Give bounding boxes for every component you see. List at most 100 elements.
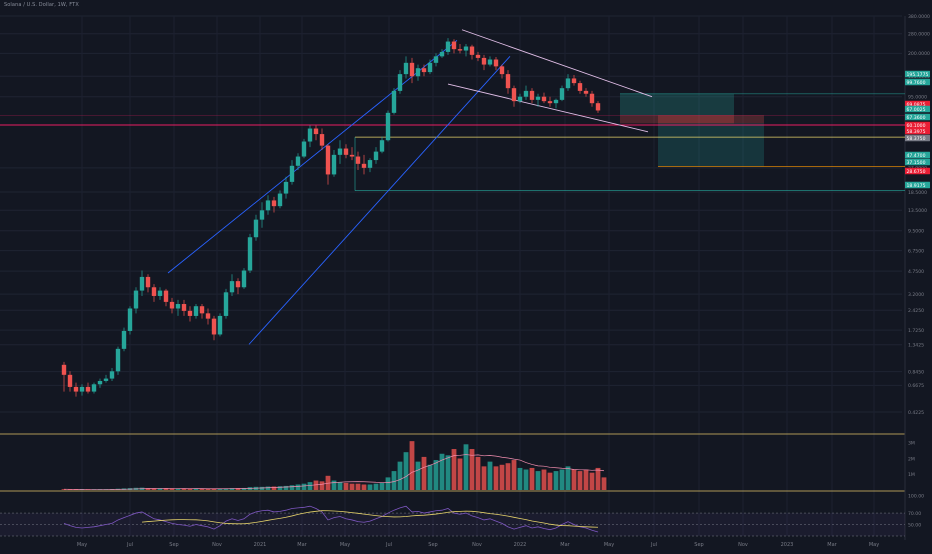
candle-body xyxy=(62,365,66,375)
candle-body xyxy=(428,63,432,72)
volume-bar xyxy=(182,489,187,490)
candle-body xyxy=(518,97,522,101)
candle-body xyxy=(308,129,312,142)
volume-bar xyxy=(512,460,517,490)
candle-body xyxy=(260,210,264,219)
candle-body xyxy=(374,152,378,160)
candle-body xyxy=(98,381,102,384)
price-axis-label: 280.0000 xyxy=(908,32,930,38)
rsi-axis-label: 70.00 xyxy=(908,511,921,517)
candle-body xyxy=(188,311,192,316)
candle-body xyxy=(560,88,564,100)
volume-bar xyxy=(482,466,487,490)
candle-body xyxy=(464,47,468,51)
volume-bar xyxy=(302,484,307,490)
candle-body xyxy=(458,49,462,50)
candle-body xyxy=(554,100,558,103)
time-axis-label: Mar xyxy=(297,542,307,548)
candle-body xyxy=(356,157,360,164)
price-badge-label: 28.6750 xyxy=(907,169,926,175)
price-axis-label: 2.4250 xyxy=(908,308,924,314)
candle-body xyxy=(164,291,168,302)
rsi-axis-label: 50.00 xyxy=(908,522,921,528)
candle-body xyxy=(434,56,438,62)
candle-body xyxy=(416,68,420,76)
candle-body xyxy=(524,91,528,97)
volume-bar xyxy=(530,468,535,490)
time-axis-label: 2022 xyxy=(514,542,527,548)
volume-bar xyxy=(596,468,601,490)
time-axis-label: Jul xyxy=(126,542,133,548)
time-axis-label: Sep xyxy=(428,542,437,548)
volume-bar xyxy=(278,486,283,490)
candle-body xyxy=(182,304,186,311)
candle-body xyxy=(476,55,480,58)
candle-body xyxy=(404,63,408,74)
price-badge-label: 37.1500 xyxy=(907,160,926,166)
volume-bar xyxy=(422,457,427,490)
volume-axis-label: 2M xyxy=(908,456,915,462)
price-axis-label: 13.5000 xyxy=(908,208,927,214)
candle-body xyxy=(74,387,78,392)
profit-zone-box xyxy=(620,94,734,115)
volume-bar xyxy=(284,486,289,490)
candle-body xyxy=(122,331,126,349)
price-axis-label: 95.0000 xyxy=(908,95,927,101)
price-axis-label: 1.7250 xyxy=(908,328,924,334)
time-axis-label: Sep xyxy=(694,542,703,548)
volume-bar xyxy=(458,458,463,490)
volume-bar xyxy=(566,466,571,490)
candle-body xyxy=(410,63,414,76)
price-badge-label: 67.3600 xyxy=(907,115,926,121)
volume-bar xyxy=(602,477,607,490)
time-axis-label: Mar xyxy=(560,542,570,548)
price-badge-label: 99.7600 xyxy=(907,80,926,86)
volume-bar xyxy=(338,482,343,490)
volume-bar xyxy=(446,455,451,490)
candle-body xyxy=(140,277,144,291)
candle-body xyxy=(470,47,474,55)
candle-body xyxy=(266,200,270,210)
volume-bar xyxy=(374,484,379,490)
candle-body xyxy=(128,308,132,330)
volume-bar xyxy=(488,462,493,490)
candle-body xyxy=(224,292,228,316)
candle-body xyxy=(248,237,252,270)
volume-bar xyxy=(260,487,265,490)
price-badge-label: 18.9175 xyxy=(907,183,926,189)
time-axis-label: Nov xyxy=(472,542,482,548)
volume-bar xyxy=(170,489,175,490)
candle-body xyxy=(326,146,330,175)
volume-bar xyxy=(200,489,205,490)
time-axis-label: Nov xyxy=(738,542,748,548)
candle-body xyxy=(422,68,426,72)
volume-bar xyxy=(290,485,295,490)
candle-body xyxy=(332,155,336,175)
candle-body xyxy=(314,129,318,135)
candle-body xyxy=(80,387,84,392)
target-zone-box xyxy=(658,123,764,166)
candle-body xyxy=(398,74,402,91)
volume-bar xyxy=(518,468,523,490)
candle-body xyxy=(368,160,372,168)
candle-body xyxy=(152,287,156,296)
time-axis-label: May xyxy=(869,542,879,548)
volume-bar xyxy=(410,441,415,490)
candle-body xyxy=(482,58,486,65)
candle-body xyxy=(344,149,348,155)
candle-body xyxy=(272,200,276,206)
volume-bar xyxy=(536,471,541,490)
volume-bar xyxy=(176,489,181,490)
time-axis-label: Nov xyxy=(212,542,222,548)
volume-bar xyxy=(542,470,547,490)
price-badge-label: 58.3750 xyxy=(907,136,926,142)
candle-body xyxy=(104,379,108,381)
volume-bar xyxy=(164,489,169,490)
time-axis-label: Jul xyxy=(650,542,657,548)
candle-body xyxy=(116,349,120,371)
time-axis-label: 2023 xyxy=(781,542,794,548)
time-axis-label: Sep xyxy=(169,542,178,548)
time-axis-label: 2021 xyxy=(254,542,267,548)
candle-body xyxy=(392,91,396,113)
